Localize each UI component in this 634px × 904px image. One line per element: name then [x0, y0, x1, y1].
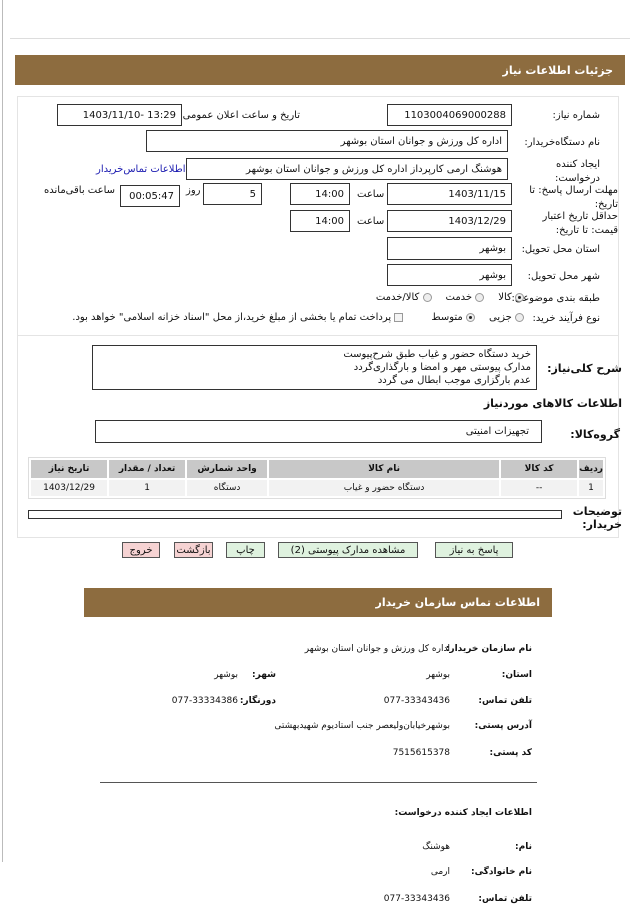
- col-row: ردیف: [579, 460, 603, 478]
- table-row: 1 -- دستگاه حضور و غیاب دستگاه 1 1403/12…: [31, 480, 603, 496]
- col-qty: تعداد / مقدار: [109, 460, 186, 478]
- col-unit: واحد شمارش: [187, 460, 268, 478]
- contact-address-label: آدرس پستی:: [474, 721, 532, 731]
- contact-postal: 7515615378: [392, 748, 450, 758]
- category-option-both[interactable]: کالا/خدمت: [376, 292, 432, 303]
- section-divider: [17, 335, 619, 336]
- remaining-field: 00:05:47: [120, 185, 180, 207]
- need-number-label: شماره نیاز:: [552, 110, 601, 121]
- radio-icon[interactable]: [515, 292, 524, 302]
- goods-table: ردیف کد کالا نام کالا واحد شمارش تعداد /…: [29, 458, 605, 498]
- process-radio-group: جزیی متوسط پرداخت تمام یا بخشی از مبلغ خ…: [72, 312, 524, 323]
- top-divider: [10, 38, 630, 39]
- creator-label: ایجاد کننده درخواست:: [555, 159, 600, 184]
- contact-divider: [100, 782, 537, 783]
- left-border: [2, 0, 3, 862]
- creator-phone-label: تلفن تماس:: [478, 894, 532, 904]
- radio-icon[interactable]: [515, 312, 524, 322]
- goods-group-label: گروه‌کالا:: [570, 428, 620, 441]
- validity-label: حداقل تاریخ اعتبار قیمت: تا تاریخ:: [542, 211, 618, 236]
- days-field: 5: [203, 183, 262, 205]
- city-field: بوشهر: [387, 264, 512, 286]
- creator-first-name: هوشنگ: [422, 842, 450, 852]
- description-box: خرید دستگاه حضور و غیاب طبق شرح‌پیوست مد…: [92, 345, 537, 390]
- process-option-medium[interactable]: متوسط: [431, 312, 475, 323]
- contact-city-label: شهر:: [252, 670, 276, 680]
- contact-org: اداره کل ورزش و جوانان استان بوشهر: [304, 644, 450, 654]
- contact-fax: 077-33334386: [171, 696, 238, 706]
- contact-fax-label: دورنگار:: [239, 696, 276, 706]
- print-button[interactable]: چاپ: [226, 542, 265, 558]
- col-code: کد کالا: [501, 460, 578, 478]
- creator-last-name: ارمی: [430, 867, 450, 877]
- creator-field: هوشنگ ارمی کارپرداز اداره کل ورزش و جوان…: [186, 158, 508, 180]
- days-label: روز: [186, 185, 201, 196]
- goods-table-wrap: ردیف کد کالا نام کالا واحد شمارش تعداد /…: [28, 457, 606, 499]
- need-number-field: 1103004069000288: [387, 104, 512, 126]
- deadline-time-field: 14:00: [290, 183, 350, 205]
- deadline-time-label: ساعت: [357, 189, 385, 200]
- radio-icon[interactable]: [465, 312, 475, 322]
- province-field: بوشهر: [387, 237, 512, 260]
- goods-section-title: اطلاعات کالاهای موردنیاز: [483, 397, 622, 410]
- creator-last-name-label: نام خانوادگی:: [470, 867, 532, 877]
- contact-address: بوشهرخیابان‌ولیعصر جنب استادیوم شهیدبهشت…: [274, 721, 450, 731]
- radio-icon[interactable]: [422, 292, 432, 302]
- process-option-minor[interactable]: جزیی: [489, 312, 524, 323]
- remaining-label: ساعت باقی‌مانده: [44, 185, 116, 196]
- category-option-goods[interactable]: کالا: [498, 292, 524, 303]
- announce-field: 1403/11/10- 13:29: [57, 104, 182, 126]
- category-radio-group: کالا خدمت کالا/خدمت: [376, 292, 524, 303]
- creator-first-name-label: نام:: [515, 842, 532, 852]
- contact-city: بوشهر: [214, 670, 238, 680]
- category-option-service[interactable]: خدمت: [446, 292, 485, 303]
- back-button[interactable]: بازگشت: [174, 542, 213, 558]
- checkbox-icon[interactable]: [394, 312, 404, 322]
- page-title: جزئیات اطلاعات نیاز: [15, 55, 625, 85]
- creator-info-title: اطلاعات ایجاد کننده درخواست:: [394, 808, 532, 818]
- buyer-org-field: اداره کل ورزش و جوانان استان بوشهر: [146, 130, 508, 152]
- main-panel: [17, 96, 619, 538]
- buyer-notes-label: توضیحات خریدار:: [572, 505, 622, 531]
- contact-phone-label: تلفن تماس:: [478, 696, 532, 706]
- deadline-label: مهلت ارسال پاسخ: تا تاریخ:: [529, 185, 618, 210]
- col-date: تاریخ نیاز: [31, 460, 108, 478]
- category-label: طبقه بندی موضوعی:: [511, 293, 600, 304]
- description-label: شرح کلی‌نیاز:: [547, 362, 622, 375]
- contact-phone: 077-33343436: [383, 696, 450, 706]
- validity-time-label: ساعت: [357, 216, 385, 227]
- city-label: شهر محل تحویل:: [527, 271, 600, 282]
- buyer-notes-field: [28, 510, 562, 519]
- contact-postal-label: کد پستی:: [489, 748, 532, 758]
- contact-province-label: استان:: [501, 670, 532, 680]
- exit-button[interactable]: خروج: [122, 542, 160, 558]
- radio-icon[interactable]: [475, 292, 485, 302]
- treasury-payment-checkbox[interactable]: پرداخت تمام یا بخشی از مبلغ خرید،از محل …: [72, 312, 404, 323]
- goods-group-field: تجهیزات امنیتی: [95, 420, 542, 443]
- contact-section-title: اطلاعات تماس سازمان خریدار: [84, 588, 552, 617]
- attachments-button[interactable]: مشاهده مدارک پیوستی (2): [278, 542, 418, 558]
- buyer-org-label: نام دستگاه‌خریدار:: [524, 137, 600, 148]
- province-label: استان محل تحویل:: [521, 244, 600, 255]
- reply-button[interactable]: پاسخ به نیاز: [435, 542, 513, 558]
- contact-province: بوشهر: [426, 670, 450, 680]
- validity-date-field: 1403/12/29: [387, 210, 512, 232]
- process-label: نوع فرآیند خرید:: [532, 313, 601, 324]
- buyer-contact-link[interactable]: اطلاعات تماس‌خریدار: [96, 164, 186, 175]
- deadline-date-field: 1403/11/15: [387, 183, 512, 205]
- creator-phone: 077-33343436: [383, 894, 450, 904]
- announce-label: تاریخ و ساعت اعلان عمومی:: [179, 110, 300, 121]
- contact-org-label: نام سازمان خریدار:: [445, 644, 532, 654]
- col-name: نام کالا: [269, 460, 500, 478]
- validity-time-field: 14:00: [290, 210, 350, 232]
